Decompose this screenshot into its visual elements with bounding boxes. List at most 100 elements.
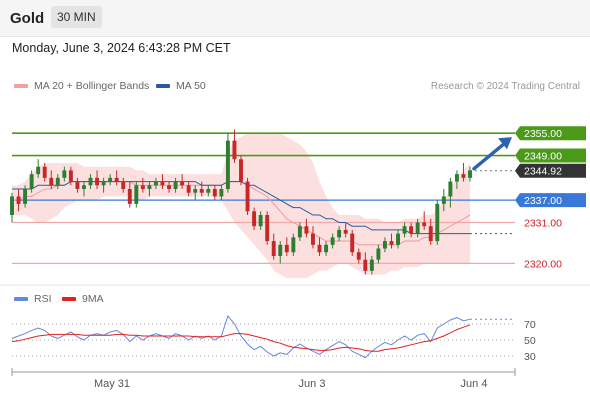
candle xyxy=(369,255,374,275)
candle xyxy=(317,237,322,256)
candle xyxy=(422,211,427,230)
candle xyxy=(180,174,185,189)
candle xyxy=(245,177,250,216)
candle xyxy=(88,174,93,189)
candle xyxy=(23,185,28,208)
candle-body xyxy=(153,181,158,186)
time-axis: May 31 Jun 3 Jun 4 xyxy=(0,284,590,390)
candle-body xyxy=(82,185,86,189)
candle-body xyxy=(225,140,230,189)
candle xyxy=(304,218,309,238)
candle-body xyxy=(206,189,211,193)
candle xyxy=(147,181,152,197)
candle xyxy=(382,237,387,253)
candle-body xyxy=(68,170,73,182)
candle xyxy=(49,170,54,189)
candle-body xyxy=(258,215,263,227)
candle xyxy=(212,185,217,201)
candle-body xyxy=(278,244,283,256)
legend-ma50[interactable]: MA 50 xyxy=(156,80,206,92)
candle-body xyxy=(193,189,198,193)
candle xyxy=(265,211,270,245)
candle-body xyxy=(252,211,257,227)
candle-body xyxy=(363,259,368,271)
candle xyxy=(239,155,243,186)
candle xyxy=(468,166,472,182)
candle-body xyxy=(36,166,41,175)
level-tag-2344.92: 2344.92 xyxy=(515,163,586,178)
rsi-line xyxy=(11,314,471,359)
candle-body xyxy=(10,196,14,216)
level-label-2331.00: 2331.00 xyxy=(524,217,562,229)
legend-rsi-ma9[interactable]: 9MA xyxy=(62,293,104,305)
candle-body xyxy=(396,233,400,245)
candle xyxy=(356,248,361,264)
candle-body xyxy=(265,215,270,242)
candle-body xyxy=(356,252,361,260)
candle-body xyxy=(245,181,250,212)
candle xyxy=(461,162,466,182)
credit-text: Research © 2024 Trading Central xyxy=(430,81,580,92)
candle xyxy=(435,200,440,245)
candle-body xyxy=(134,185,139,204)
candle-body xyxy=(239,159,243,182)
candle-body xyxy=(343,229,348,234)
candle xyxy=(441,189,446,212)
candle-body xyxy=(297,226,302,238)
timestamp: Monday, June 3, 2024 6:43:28 PM CET xyxy=(12,41,231,55)
candle xyxy=(140,177,145,193)
candle xyxy=(68,166,73,186)
candle-body xyxy=(382,241,387,249)
timeframe-button[interactable]: 30 MIN xyxy=(51,6,102,28)
level-tag-2355.00: 2355.00 xyxy=(515,126,586,141)
candle-body xyxy=(402,226,407,234)
candle xyxy=(415,218,420,238)
rsi-tick-50: 50 xyxy=(524,335,536,347)
candle xyxy=(16,189,21,212)
candle xyxy=(42,162,47,182)
candle-body xyxy=(304,226,309,234)
level-tag-shape xyxy=(515,193,586,208)
candle-body xyxy=(219,189,224,197)
bollinger-bands-layer xyxy=(12,133,470,279)
candle-body xyxy=(29,174,34,189)
candle xyxy=(36,159,41,178)
candle-body xyxy=(454,174,459,182)
legend-ma20-label: MA 20 + Bollinger Bands xyxy=(34,80,150,92)
level-label-2320.00: 2320.00 xyxy=(524,258,562,270)
candle xyxy=(153,177,158,189)
legend-ma20-bollinger[interactable]: MA 20 + Bollinger Bands xyxy=(14,80,149,92)
candle xyxy=(258,211,263,230)
level-label-2355.00: 2355.00 xyxy=(524,128,562,140)
level-tag-shape xyxy=(515,163,586,178)
legend-rsi[interactable]: RSI xyxy=(14,293,52,305)
candle xyxy=(173,177,178,193)
candle xyxy=(108,174,113,186)
candle xyxy=(167,181,171,193)
candle xyxy=(55,174,60,189)
candle-body xyxy=(376,248,381,260)
candle xyxy=(134,181,139,208)
candle xyxy=(343,222,348,238)
candle-body xyxy=(75,181,80,189)
candle xyxy=(284,237,289,256)
candle-body xyxy=(114,177,119,182)
candle xyxy=(75,177,80,193)
level-tag-shape xyxy=(515,126,586,141)
candle xyxy=(62,166,67,182)
level-label-2349.00: 2349.00 xyxy=(524,151,562,163)
forecast-arrow-shaft xyxy=(472,140,508,171)
candle xyxy=(409,222,414,238)
candle-body xyxy=(121,181,126,189)
candle xyxy=(330,233,335,249)
candle xyxy=(278,241,283,264)
candle xyxy=(101,177,106,193)
candle xyxy=(363,252,368,275)
candle-body xyxy=(95,177,100,186)
candle xyxy=(396,229,400,249)
chart-title: Gold xyxy=(10,10,45,27)
candle-body xyxy=(180,181,185,186)
candle xyxy=(186,181,191,197)
candle xyxy=(29,170,34,193)
